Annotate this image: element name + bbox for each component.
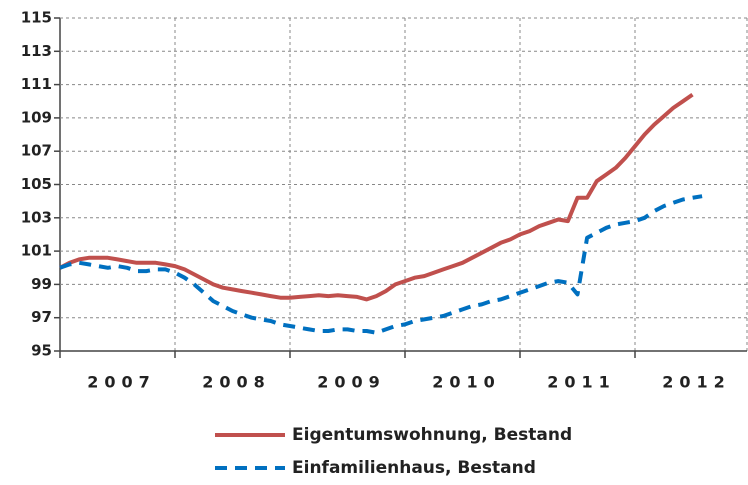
y-tick-label: 95 (31, 342, 52, 360)
y-tick-label: 109 (21, 108, 52, 126)
x-tick-label: 2010 (432, 373, 501, 392)
legend-label: Einfamilienhaus, Bestand (292, 458, 536, 478)
y-tick-label: 105 (21, 175, 52, 193)
x-tick-label: 2012 (662, 373, 731, 392)
y-tick-label: 103 (21, 208, 52, 226)
y-tick-label: 111 (21, 75, 52, 93)
x-tick-label: 2009 (317, 373, 386, 392)
x-tick-label: 2008 (202, 373, 271, 392)
series-line (59, 194, 703, 335)
y-tick-label: 97 (31, 308, 52, 326)
x-tick-label: 2007 (87, 373, 156, 392)
y-tick-label: 101 (21, 242, 52, 260)
y-tick-label: 99 (31, 275, 52, 293)
y-tick-label: 115 (21, 9, 52, 27)
x-axis (59, 18, 747, 358)
x-tick-label: 2011 (547, 373, 616, 392)
x-grid (174, 18, 748, 351)
series-line (59, 92, 694, 302)
y-tick-label: 113 (21, 42, 52, 60)
y-tick-label: 107 (21, 142, 52, 160)
legend-label: Eigentumswohnung, Bestand (292, 425, 572, 445)
